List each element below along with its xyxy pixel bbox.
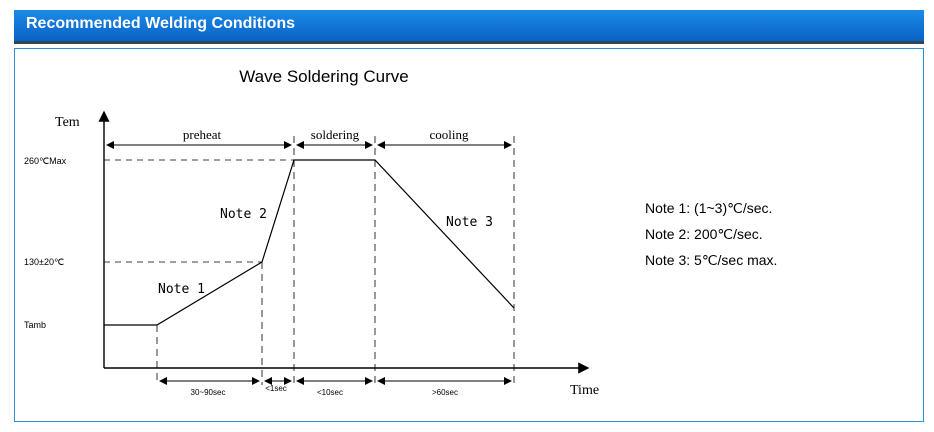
curve-note-1: Note 1 bbox=[158, 282, 205, 297]
curve-note-2: Note 2 bbox=[220, 207, 267, 222]
diagram-title: Wave Soldering Curve bbox=[239, 67, 408, 86]
duration-2: <1sec bbox=[265, 384, 287, 393]
y-axis-label: Tem bbox=[55, 115, 80, 130]
y-label-base: Tamb bbox=[24, 320, 46, 330]
note-1: Note 1: (1~3)℃/sec. bbox=[645, 200, 773, 216]
phase-lines bbox=[156, 136, 515, 385]
phase-soldering: soldering bbox=[311, 127, 360, 142]
notes-list: Note 1: (1~3)℃/sec. Note 2: 200℃/sec. No… bbox=[645, 200, 777, 278]
phase-cooling: cooling bbox=[430, 127, 469, 142]
x-axis-label: Time bbox=[570, 383, 599, 398]
duration-4: >60sec bbox=[432, 388, 458, 397]
reference-lines bbox=[104, 159, 294, 263]
curve-note-3: Note 3 bbox=[446, 215, 493, 230]
temperature-curve bbox=[104, 159, 515, 326]
y-label-peak: 260℃Max bbox=[24, 156, 67, 166]
section-title: Recommended Welding Conditions bbox=[26, 15, 296, 32]
phase-preheat: preheat bbox=[183, 127, 222, 142]
note-3: Note 3: 5℃/sec max. bbox=[645, 252, 778, 268]
y-label-mid: 130±20℃ bbox=[24, 257, 64, 267]
section-header: Recommended Welding Conditions bbox=[14, 10, 924, 44]
duration-3: <10sec bbox=[317, 388, 343, 397]
note-2: Note 2: 200℃/sec. bbox=[645, 226, 763, 242]
duration-1: 30~90sec bbox=[191, 388, 226, 397]
content-panel bbox=[14, 48, 924, 422]
